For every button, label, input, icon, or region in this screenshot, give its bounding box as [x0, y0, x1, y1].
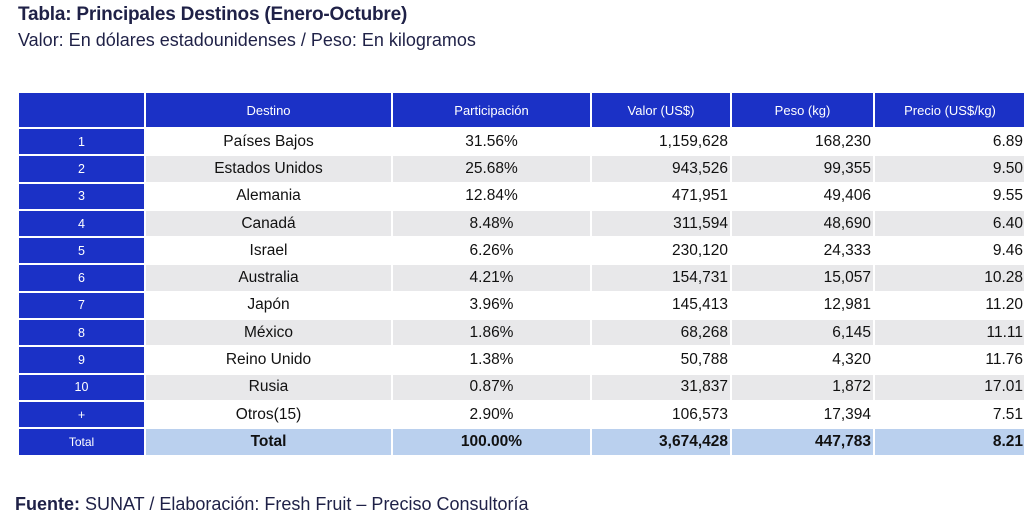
- row-precio: 17.01: [875, 374, 1024, 400]
- table-row: 2 Estados Unidos 25.68% 943,526 99,355 9.50: [19, 156, 1024, 182]
- row-participacion: 2.90%: [393, 401, 590, 428]
- total-row: Total Total 100.00% 3,674,428 447,783 8.…: [19, 429, 1024, 455]
- table-row: 4 Canadá 8.48% 311,594 48,690 6.40: [19, 210, 1024, 237]
- row-participacion: 0.87%: [393, 374, 590, 400]
- header-valor: Valor (US$): [592, 93, 730, 127]
- row-valor: 106,573: [592, 401, 730, 428]
- header-precio: Precio (US$/kg): [875, 93, 1024, 127]
- row-precio: 6.40: [875, 210, 1024, 237]
- row-precio: 10.28: [875, 265, 1024, 291]
- table-row: + Otros(15) 2.90% 106,573 17,394 7.51: [19, 401, 1024, 428]
- row-precio: 7.51: [875, 401, 1024, 428]
- table-body: 1 Países Bajos 31.56% 1,159,628 168,230 6.89 2…: [19, 129, 1024, 455]
- row-valor: 68,268: [592, 320, 730, 346]
- total-valor: 3,674,428: [592, 429, 730, 455]
- row-precio: 11.11: [875, 320, 1024, 346]
- row-peso: 15,057: [732, 265, 873, 291]
- row-peso: 4,320: [732, 347, 873, 373]
- row-index: 4: [19, 210, 144, 237]
- row-destino: Japón: [146, 292, 391, 319]
- table-row: 3 Alemania 12.84% 471,951 49,406 9.55: [19, 183, 1024, 209]
- row-peso: 49,406: [732, 183, 873, 209]
- row-participacion: 1.86%: [393, 320, 590, 346]
- row-precio: 9.46: [875, 238, 1024, 264]
- row-index: 9: [19, 347, 144, 373]
- row-index: 10: [19, 374, 144, 400]
- row-destino: Canadá: [146, 210, 391, 237]
- row-participacion: 6.26%: [393, 238, 590, 264]
- total-peso: 447,783: [732, 429, 873, 455]
- table-row: 9 Reino Unido 1.38% 50,788 4,320 11.76: [19, 347, 1024, 373]
- row-precio: 11.20: [875, 292, 1024, 319]
- row-peso: 17,394: [732, 401, 873, 428]
- table-header-row: Destino Participación Valor (US$) Peso (…: [19, 93, 1024, 127]
- row-participacion: 1.38%: [393, 347, 590, 373]
- row-peso: 24,333: [732, 238, 873, 264]
- row-peso: 6,145: [732, 320, 873, 346]
- row-valor: 31,837: [592, 374, 730, 400]
- row-index: 3: [19, 183, 144, 209]
- header-destino: Destino: [146, 93, 391, 127]
- row-valor: 50,788: [592, 347, 730, 373]
- row-valor: 311,594: [592, 210, 730, 237]
- header-participacion: Participación: [393, 93, 590, 127]
- row-index: 2: [19, 156, 144, 182]
- row-valor: 230,120: [592, 238, 730, 264]
- row-participacion: 31.56%: [393, 129, 590, 155]
- row-destino: Israel: [146, 238, 391, 264]
- table-row: 8 México 1.86% 68,268 6,145 11.11: [19, 320, 1024, 346]
- header-peso: Peso (kg): [732, 93, 873, 127]
- row-index: 7: [19, 292, 144, 319]
- row-valor: 471,951: [592, 183, 730, 209]
- destinations-table: Destino Participación Valor (US$) Peso (…: [17, 91, 1024, 457]
- row-destino: Alemania: [146, 183, 391, 209]
- table-subtitle: Valor: En dólares estadounidenses / Peso…: [18, 30, 476, 50]
- row-valor: 1,159,628: [592, 129, 730, 155]
- row-index: 1: [19, 129, 144, 155]
- row-precio: 11.76: [875, 347, 1024, 373]
- row-destino: Otros(15): [146, 401, 391, 428]
- row-participacion: 25.68%: [393, 156, 590, 182]
- table-row: 5 Israel 6.26% 230,120 24,333 9.46: [19, 238, 1024, 264]
- row-valor: 145,413: [592, 292, 730, 319]
- row-index: 6: [19, 265, 144, 291]
- table-row: 10 Rusia 0.87% 31,837 1,872 17.01: [19, 374, 1024, 400]
- table-row: 6 Australia 4.21% 154,731 15,057 10.28: [19, 265, 1024, 291]
- row-destino: Australia: [146, 265, 391, 291]
- row-participacion: 8.48%: [393, 210, 590, 237]
- row-valor: 943,526: [592, 156, 730, 182]
- row-precio: 9.55: [875, 183, 1024, 209]
- row-destino: Reino Unido: [146, 347, 391, 373]
- row-precio: 9.50: [875, 156, 1024, 182]
- row-destino: Rusia: [146, 374, 391, 400]
- table-title: Tabla: Principales Destinos (Enero-Octub…: [18, 4, 408, 25]
- row-participacion: 12.84%: [393, 183, 590, 209]
- row-valor: 154,731: [592, 265, 730, 291]
- row-destino: Países Bajos: [146, 129, 391, 155]
- total-precio: 8.21: [875, 429, 1024, 455]
- footer-text: SUNAT / Elaboración: Fresh Fruit – Preci…: [80, 494, 529, 514]
- row-destino: México: [146, 320, 391, 346]
- row-destino: Estados Unidos: [146, 156, 391, 182]
- row-participacion: 4.21%: [393, 265, 590, 291]
- row-peso: 1,872: [732, 374, 873, 400]
- total-participacion: 100.00%: [393, 429, 590, 455]
- table-row: 1 Países Bajos 31.56% 1,159,628 168,230 6.89: [19, 129, 1024, 155]
- row-precio: 6.89: [875, 129, 1024, 155]
- row-peso: 99,355: [732, 156, 873, 182]
- row-index: +: [19, 401, 144, 428]
- total-index: Total: [19, 429, 144, 455]
- row-participacion: 3.96%: [393, 292, 590, 319]
- row-peso: 48,690: [732, 210, 873, 237]
- row-peso: 12,981: [732, 292, 873, 319]
- row-peso: 168,230: [732, 129, 873, 155]
- total-destino: Total: [146, 429, 391, 455]
- row-index: 8: [19, 320, 144, 346]
- table-row: 7 Japón 3.96% 145,413 12,981 11.20: [19, 292, 1024, 319]
- header-index: [19, 93, 144, 127]
- source-footer: Fuente: SUNAT / Elaboración: Fresh Fruit…: [15, 494, 529, 515]
- footer-label: Fuente:: [15, 494, 80, 514]
- row-index: 5: [19, 238, 144, 264]
